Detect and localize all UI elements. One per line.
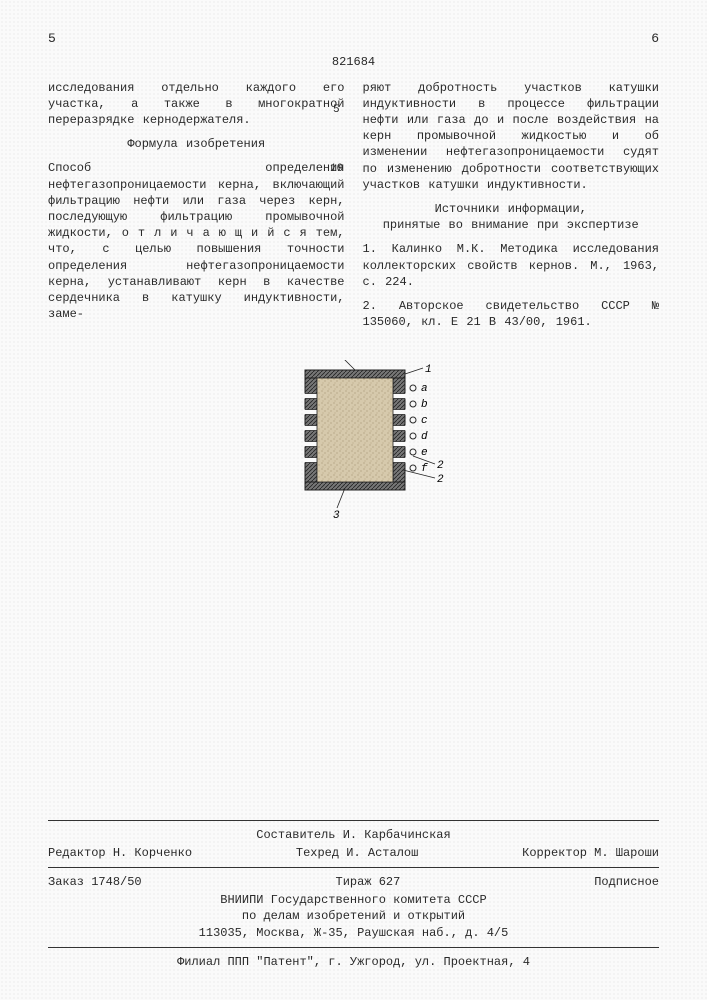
label-2b: 2	[437, 474, 444, 486]
coil-rings	[410, 385, 416, 471]
claims-title: Формула изобретения	[48, 136, 345, 152]
footer: Составитель И. Карбачинская Редактор Н. …	[48, 814, 659, 970]
sources-title: Источники информации, принятые во вниман…	[363, 201, 660, 233]
order-value: 1748/50	[91, 875, 141, 889]
page-col-right: 6	[651, 30, 659, 48]
page-col-left: 5	[48, 30, 56, 48]
label-2a: 2	[437, 460, 444, 472]
org-line-2: по делам изобретений и открытий	[48, 908, 659, 924]
text-columns: исследования отдельно каждого его участк…	[48, 80, 659, 339]
editor-name: Н. Корченко	[113, 846, 192, 860]
left-p2: Способ определения нефтегазопроницаемост…	[48, 160, 345, 322]
compiler-name: И. Карбачинская	[343, 828, 451, 842]
label-1: 1	[425, 364, 432, 376]
label-e: e	[421, 447, 428, 459]
left-p1: исследования отдельно каждого его участк…	[48, 80, 345, 129]
figure-1: 4 1 2 2 3 a b c d e f	[285, 360, 465, 540]
editor-label: Редактор	[48, 846, 106, 860]
right-column: ряют добротность участков катушки индукт…	[363, 80, 660, 339]
label-b: b	[421, 399, 428, 411]
label-f: f	[421, 463, 428, 475]
tirazh-label: Тираж	[336, 875, 372, 889]
line-marker-5: 5	[333, 103, 340, 118]
label-d: d	[421, 431, 428, 443]
label-a: a	[421, 383, 428, 395]
line-marker-10: 10	[330, 162, 343, 177]
corrector-label: Корректор	[522, 846, 587, 860]
org-address: 113035, Москва, Ж-35, Раушская наб., д. …	[48, 925, 659, 941]
order-label: Заказ	[48, 875, 84, 889]
org-line-1: ВНИИПИ Государственного комитета СССР	[48, 892, 659, 908]
ref-1: 1. Калинко М.К. Методика исследования ко…	[363, 241, 660, 290]
doc-number: 821684	[48, 54, 659, 70]
label-3: 3	[333, 510, 340, 522]
tech-name: И. Асталош	[346, 846, 418, 860]
corrector-name: М. Шароши	[594, 846, 659, 860]
ref-2: 2. Авторское свидетельство СССР № 135060…	[363, 298, 660, 330]
compiler-label: Составитель	[256, 828, 335, 842]
right-p1: ряют добротность участков катушки индукт…	[363, 80, 660, 193]
label-c: c	[421, 415, 428, 427]
tech-label: Техред	[296, 846, 339, 860]
left-column: исследования отдельно каждого его участк…	[48, 80, 345, 339]
subscription: Подписное	[594, 874, 659, 890]
branch-line: Филиал ППП "Патент", г. Ужгород, ул. Про…	[48, 954, 659, 970]
tirazh-value: 627	[379, 875, 401, 889]
